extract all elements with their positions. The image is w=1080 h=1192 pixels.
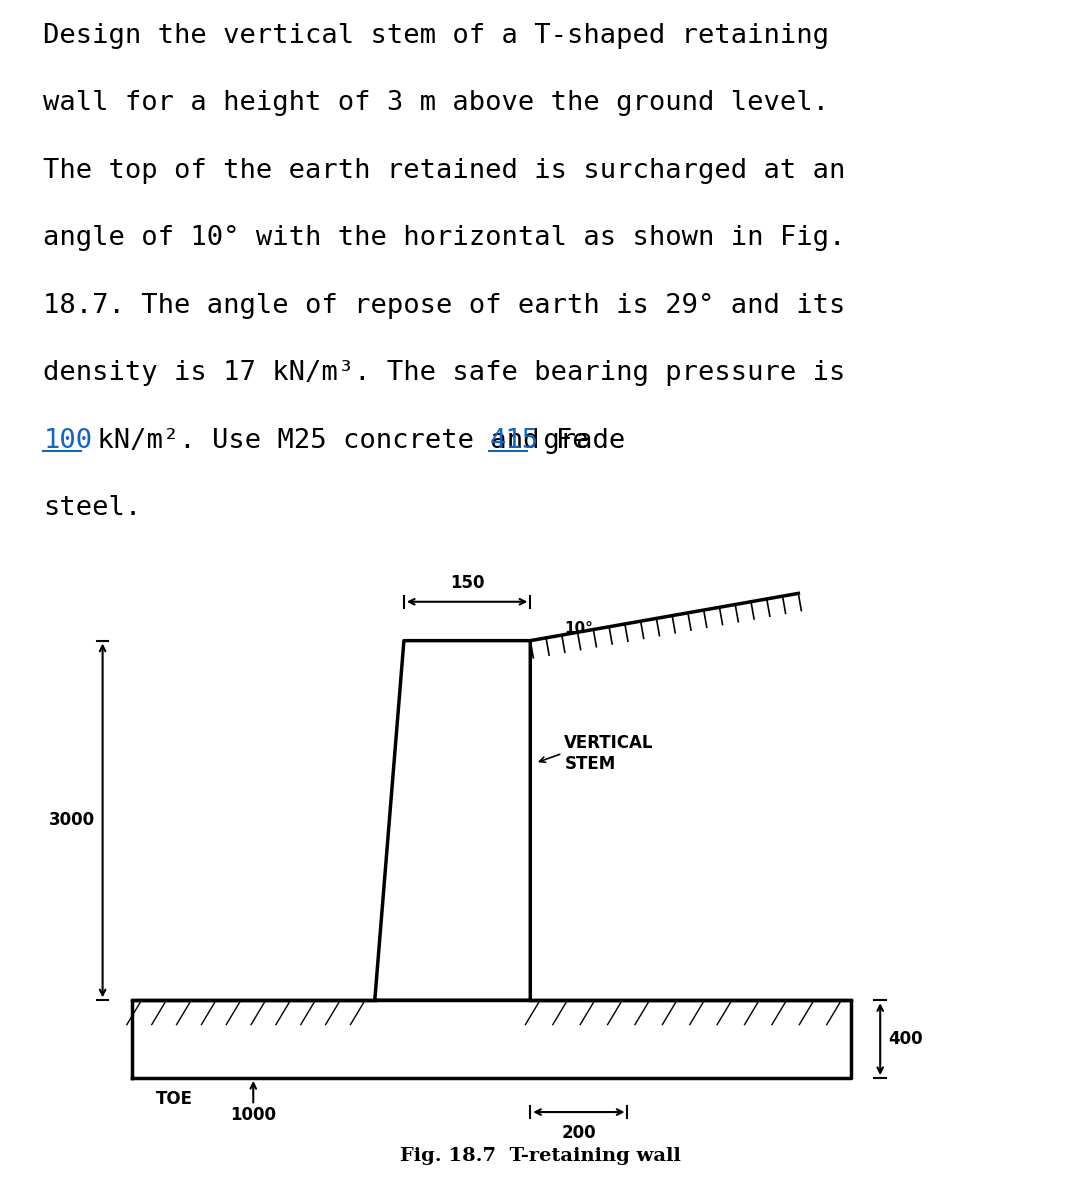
Text: Design the vertical stem of a T-shaped retaining: Design the vertical stem of a T-shaped r… <box>43 23 829 49</box>
Text: kN/m². Use M25 concrete and Fe: kN/m². Use M25 concrete and Fe <box>81 428 606 454</box>
Text: Fig. 18.7  T-retaining wall: Fig. 18.7 T-retaining wall <box>400 1147 680 1166</box>
Text: grade: grade <box>527 428 625 454</box>
Text: wall for a height of 3 m above the ground level.: wall for a height of 3 m above the groun… <box>43 91 829 117</box>
Text: 100: 100 <box>43 428 92 454</box>
Text: density is 17 kN/m³. The safe bearing pressure is: density is 17 kN/m³. The safe bearing pr… <box>43 360 846 386</box>
Text: angle of 10° with the horizontal as shown in Fig.: angle of 10° with the horizontal as show… <box>43 225 846 252</box>
Text: 415: 415 <box>489 428 538 454</box>
Text: TOE: TOE <box>157 1089 193 1107</box>
Text: 200: 200 <box>562 1124 596 1142</box>
Text: 150: 150 <box>450 575 484 592</box>
Text: The top of the earth retained is surcharged at an: The top of the earth retained is surchar… <box>43 157 846 184</box>
Text: 400: 400 <box>888 1030 922 1048</box>
Text: 18.7. The angle of repose of earth is 29° and its: 18.7. The angle of repose of earth is 29… <box>43 293 846 319</box>
Polygon shape <box>375 640 530 1000</box>
Text: 3000: 3000 <box>49 812 95 830</box>
Polygon shape <box>132 1000 851 1078</box>
Text: 1000: 1000 <box>230 1106 276 1124</box>
Text: 10°: 10° <box>564 621 593 635</box>
Text: VERTICAL
STEM: VERTICAL STEM <box>564 734 653 772</box>
Text: steel.: steel. <box>43 496 141 521</box>
